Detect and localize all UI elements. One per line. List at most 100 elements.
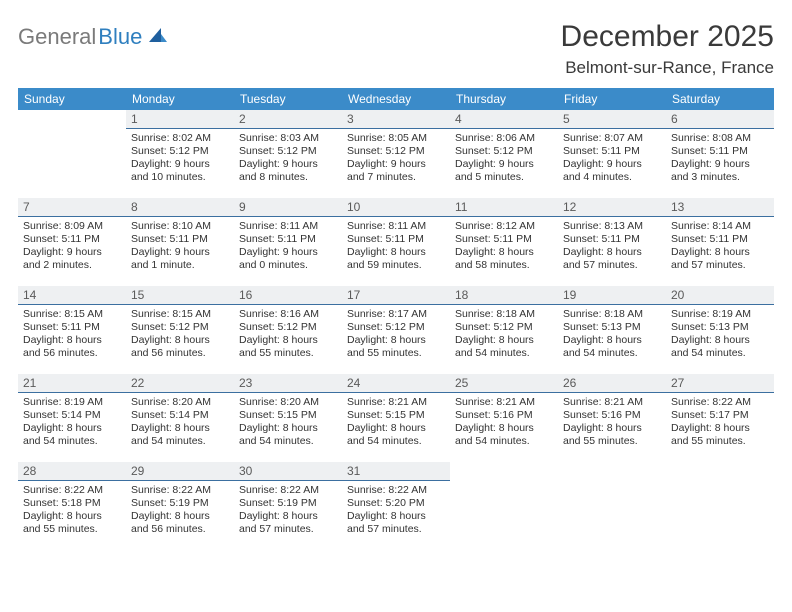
day-number: 20 [666, 286, 774, 305]
day-number: 27 [666, 374, 774, 393]
day-details: Sunrise: 8:15 AMSunset: 5:12 PMDaylight:… [126, 308, 234, 365]
daylight-line: and 57 minutes. [671, 259, 769, 272]
day-details: Sunrise: 8:11 AMSunset: 5:11 PMDaylight:… [342, 220, 450, 277]
day-number: 9 [234, 198, 342, 217]
month-title: December 2025 [561, 20, 774, 54]
calendar-day-cell: 1Sunrise: 8:02 AMSunset: 5:12 PMDaylight… [126, 110, 234, 198]
calendar-day-cell: 10Sunrise: 8:11 AMSunset: 5:11 PMDayligh… [342, 198, 450, 286]
day-details: Sunrise: 8:18 AMSunset: 5:12 PMDaylight:… [450, 308, 558, 365]
sunset-line: Sunset: 5:11 PM [455, 233, 553, 246]
calendar-table: SundayMondayTuesdayWednesdayThursdayFrid… [18, 88, 774, 550]
day-number: 25 [450, 374, 558, 393]
day-details: Sunrise: 8:20 AMSunset: 5:14 PMDaylight:… [126, 396, 234, 453]
title-block: December 2025 Belmont-sur-Rance, France [561, 20, 774, 78]
calendar-day-cell: 30Sunrise: 8:22 AMSunset: 5:19 PMDayligh… [234, 462, 342, 550]
daylight-line: Daylight: 8 hours [455, 334, 553, 347]
day-details: Sunrise: 8:22 AMSunset: 5:18 PMDaylight:… [18, 484, 126, 541]
sunset-line: Sunset: 5:12 PM [347, 321, 445, 334]
sunset-line: Sunset: 5:12 PM [455, 321, 553, 334]
calendar-day-cell [18, 110, 126, 198]
calendar-day-cell: 27 Sunrise: 8:22 AMSunset: 5:17 PMDayligh… [666, 374, 774, 462]
calendar-day-cell: 21Sunrise: 8:19 AMSunset: 5:14 PMDayligh… [18, 374, 126, 462]
calendar-day-cell: 18Sunrise: 8:18 AMSunset: 5:12 PMDayligh… [450, 286, 558, 374]
day-details: Sunrise: 8:08 AMSunset: 5:11 PMDaylight:… [666, 132, 774, 189]
sunrise-line: Sunrise: 8:22 AM [671, 396, 769, 409]
sunrise-line: Sunrise: 8:09 AM [23, 220, 121, 233]
daylight-line: Daylight: 8 hours [347, 510, 445, 523]
sunset-line: Sunset: 5:15 PM [347, 409, 445, 422]
daylight-line: and 3 minutes. [671, 171, 769, 184]
sunrise-line: Sunrise: 8:13 AM [563, 220, 661, 233]
calendar-day-cell: 3Sunrise: 8:05 AMSunset: 5:12 PMDaylight… [342, 110, 450, 198]
calendar-day-cell: 22Sunrise: 8:20 AMSunset: 5:14 PMDayligh… [126, 374, 234, 462]
sunrise-line: Sunrise: 8:21 AM [563, 396, 661, 409]
calendar-day-cell: 14Sunrise: 8:15 AMSunset: 5:11 PMDayligh… [18, 286, 126, 374]
daylight-line: and 54 minutes. [671, 347, 769, 360]
day-details: Sunrise: 8:22 AMSunset: 5:17 PMDaylight:… [666, 396, 774, 453]
daylight-line: and 59 minutes. [347, 259, 445, 272]
sunrise-line: Sunrise: 8:22 AM [347, 484, 445, 497]
sunrise-line: Sunrise: 8:11 AM [347, 220, 445, 233]
calendar-week-row: 28Sunrise: 8:22 AMSunset: 5:18 PMDayligh… [18, 462, 774, 550]
sunrise-line: Sunrise: 8:17 AM [347, 308, 445, 321]
sunrise-line: Sunrise: 8:21 AM [347, 396, 445, 409]
sunset-line: Sunset: 5:11 PM [671, 233, 769, 246]
calendar-day-cell: 31Sunrise: 8:22 AMSunset: 5:20 PMDayligh… [342, 462, 450, 550]
sunset-line: Sunset: 5:19 PM [239, 497, 337, 510]
logo-text-blue: Blue [98, 24, 142, 50]
daylight-line: Daylight: 9 hours [671, 158, 769, 171]
sunset-line: Sunset: 5:11 PM [239, 233, 337, 246]
daylight-line: Daylight: 8 hours [131, 334, 229, 347]
calendar-day-cell: 5Sunrise: 8:07 AMSunset: 5:11 PMDaylight… [558, 110, 666, 198]
sunset-line: Sunset: 5:12 PM [455, 145, 553, 158]
daylight-line: Daylight: 8 hours [239, 334, 337, 347]
day-details: Sunrise: 8:22 AMSunset: 5:19 PMDaylight:… [234, 484, 342, 541]
day-number: 17 [342, 286, 450, 305]
sunrise-line: Sunrise: 8:18 AM [455, 308, 553, 321]
day-details: Sunrise: 8:17 AMSunset: 5:12 PMDaylight:… [342, 308, 450, 365]
calendar-day-cell: 20 Sunrise: 8:19 AMSunset: 5:13 PMDayligh… [666, 286, 774, 374]
calendar-day-cell: 6Sunrise: 8:08 AMSunset: 5:11 PMDaylight… [666, 110, 774, 198]
day-number: 31 [342, 462, 450, 481]
sunset-line: Sunset: 5:12 PM [131, 145, 229, 158]
sunrise-line: Sunrise: 8:20 AM [131, 396, 229, 409]
daylight-line: Daylight: 9 hours [455, 158, 553, 171]
calendar-day-cell: 7Sunrise: 8:09 AMSunset: 5:11 PMDaylight… [18, 198, 126, 286]
sunrise-line: Sunrise: 8:03 AM [239, 132, 337, 145]
day-number: 19 [558, 286, 666, 305]
daylight-line: Daylight: 9 hours [239, 246, 337, 259]
calendar-day-cell: 29Sunrise: 8:22 AMSunset: 5:19 PMDayligh… [126, 462, 234, 550]
calendar-day-cell [450, 462, 558, 550]
sunset-line: Sunset: 5:11 PM [347, 233, 445, 246]
daylight-line: Daylight: 8 hours [131, 422, 229, 435]
day-details: Sunrise: 8:21 AMSunset: 5:15 PMDaylight:… [342, 396, 450, 453]
logo-sail-icon [147, 26, 169, 49]
daylight-line: Daylight: 8 hours [455, 246, 553, 259]
daylight-line: and 10 minutes. [131, 171, 229, 184]
daylight-line: Daylight: 8 hours [347, 422, 445, 435]
day-details: Sunrise: 8:19 AMSunset: 5:13 PMDaylight:… [666, 308, 774, 365]
daylight-line: and 55 minutes. [23, 523, 121, 536]
logo-text-general: General [18, 24, 96, 50]
calendar-page: General Blue December 2025 Belmont-sur-R… [0, 0, 792, 560]
sunrise-line: Sunrise: 8:05 AM [347, 132, 445, 145]
day-details: Sunrise: 8:19 AMSunset: 5:14 PMDaylight:… [18, 396, 126, 453]
day-details: Sunrise: 8:21 AMSunset: 5:16 PMDaylight:… [558, 396, 666, 453]
sunrise-line: Sunrise: 8:14 AM [671, 220, 769, 233]
weekday-header: Saturday [666, 88, 774, 110]
calendar-day-cell: 26Sunrise: 8:21 AMSunset: 5:16 PMDayligh… [558, 374, 666, 462]
daylight-line: and 54 minutes. [131, 435, 229, 448]
calendar-day-cell: 23Sunrise: 8:20 AMSunset: 5:15 PMDayligh… [234, 374, 342, 462]
sunrise-line: Sunrise: 8:08 AM [671, 132, 769, 145]
sunrise-line: Sunrise: 8:07 AM [563, 132, 661, 145]
calendar-day-cell: 24Sunrise: 8:21 AMSunset: 5:15 PMDayligh… [342, 374, 450, 462]
calendar-week-row: 7Sunrise: 8:09 AMSunset: 5:11 PMDaylight… [18, 198, 774, 286]
daylight-line: Daylight: 9 hours [239, 158, 337, 171]
weekday-header: Thursday [450, 88, 558, 110]
daylight-line: Daylight: 8 hours [23, 422, 121, 435]
daylight-line: and 55 minutes. [671, 435, 769, 448]
sunset-line: Sunset: 5:12 PM [347, 145, 445, 158]
sunrise-line: Sunrise: 8:06 AM [455, 132, 553, 145]
sunrise-line: Sunrise: 8:22 AM [131, 484, 229, 497]
calendar-day-cell: 9Sunrise: 8:11 AMSunset: 5:11 PMDaylight… [234, 198, 342, 286]
